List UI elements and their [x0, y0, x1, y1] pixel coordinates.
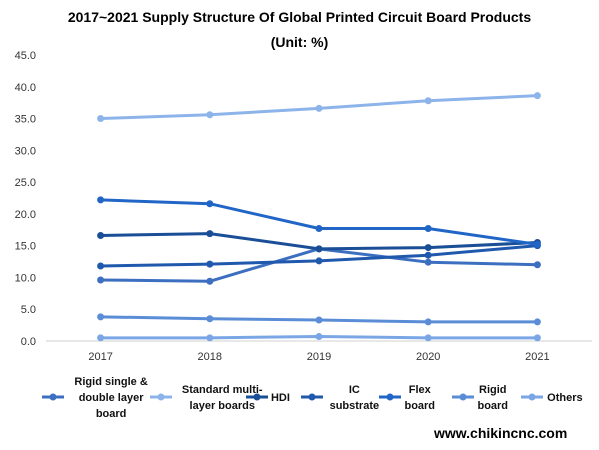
legend-label: Rigid board: [477, 384, 508, 412]
data-point: [424, 318, 432, 326]
x-tick-label: 2020: [416, 351, 440, 363]
data-point: [97, 313, 105, 321]
data-point: [533, 240, 541, 248]
legend-label-line: Rigid: [479, 384, 507, 396]
y-tick-label: 10.0: [15, 272, 36, 284]
legend-swatch-marker: [49, 393, 57, 401]
data-point: [206, 230, 214, 238]
y-tick-label: 45.0: [15, 50, 36, 62]
legend-swatch-marker: [308, 393, 316, 401]
legend-swatch-marker: [253, 393, 261, 401]
data-point: [315, 104, 323, 112]
legend-item: Others: [521, 392, 583, 404]
y-tick-label: 15.0: [15, 241, 36, 253]
data-point: [315, 316, 323, 324]
legend-item: IC substrate: [301, 384, 379, 412]
legend-label-line: double layer: [79, 392, 145, 404]
data-point: [206, 334, 214, 342]
y-tick-label: 20.0: [15, 209, 36, 221]
y-tick-label: 30.0: [15, 145, 36, 157]
legend-label: Standard multi-layer boards: [182, 384, 263, 412]
data-point: [424, 258, 432, 266]
legend-swatch-marker: [157, 393, 165, 401]
legend-swatch-marker: [459, 393, 467, 401]
series-group: [97, 92, 541, 123]
x-tick-label: 2021: [525, 351, 549, 363]
legend-swatch-marker: [528, 393, 536, 401]
data-point: [533, 92, 541, 100]
series-group: [97, 196, 541, 248]
series-line: [100, 198, 538, 246]
data-point: [97, 262, 105, 270]
legend-label-line: layer boards: [190, 400, 255, 412]
data-point: [533, 334, 541, 342]
data-point: [97, 115, 105, 123]
legend-label-line: Rigid single &: [74, 376, 147, 388]
legend-label: Rigid single & double layer board: [74, 376, 147, 420]
legend-label-line: HDI: [271, 392, 290, 404]
data-point: [206, 277, 214, 285]
legend-item: Rigid board: [452, 384, 508, 412]
legend-item: HDI: [246, 392, 290, 404]
source-url: www.chikincnc.com: [434, 425, 568, 441]
legend-label: Others: [547, 392, 582, 404]
legend-label-line: Standard multi-: [182, 384, 263, 396]
legend-label: HDI: [271, 392, 290, 404]
legend-label-line: board: [477, 400, 508, 412]
data-point: [315, 245, 323, 253]
legend-swatch-marker: [386, 393, 394, 401]
legend-label: IC substrate: [330, 384, 380, 412]
data-point: [206, 315, 214, 323]
data-point: [424, 97, 432, 105]
data-point: [206, 111, 214, 119]
y-tick-label: 35.0: [15, 114, 36, 126]
data-point: [533, 318, 541, 326]
data-point: [97, 334, 105, 342]
data-point: [97, 276, 105, 284]
legend-item: Standard multi-layer boards: [150, 384, 263, 412]
x-tick-label: 2018: [198, 351, 222, 363]
chart-title: 2017~2021 Supply Structure Of Global Pri…: [67, 9, 532, 25]
data-point: [315, 333, 323, 341]
x-tick-label: 2017: [88, 351, 112, 363]
data-point: [315, 257, 323, 265]
y-tick-label: 5.0: [21, 304, 36, 316]
legend-item: Rigid single & double layer board: [42, 376, 148, 420]
data-point: [206, 200, 214, 208]
data-point: [424, 334, 432, 342]
data-point: [424, 225, 432, 233]
legend-label-line: Flex: [409, 384, 432, 396]
data-point: [97, 196, 105, 204]
data-point: [424, 251, 432, 259]
data-point: [97, 231, 105, 239]
legend-label-line: board: [96, 408, 127, 420]
data-point: [206, 260, 214, 268]
x-tick-label: 2019: [307, 351, 331, 363]
data-point: [533, 261, 541, 269]
chart-subtitle: (Unit: %): [270, 34, 329, 50]
legend-label-line: IC: [349, 384, 360, 396]
data-point: [424, 244, 432, 252]
data-point: [315, 225, 323, 233]
legend-label-line: Others: [547, 392, 582, 404]
series-group: [97, 230, 541, 253]
y-tick-label: 40.0: [15, 82, 36, 94]
y-tick-label: 0.0: [21, 336, 36, 348]
series-group: [97, 313, 541, 326]
legend-label-line: board: [404, 400, 435, 412]
y-tick-label: 25.0: [15, 177, 36, 189]
legend-item: Flex board: [379, 384, 435, 412]
legend-label: Flex board: [404, 384, 435, 412]
series-group: [97, 333, 541, 342]
legend-label-line: substrate: [330, 400, 380, 412]
